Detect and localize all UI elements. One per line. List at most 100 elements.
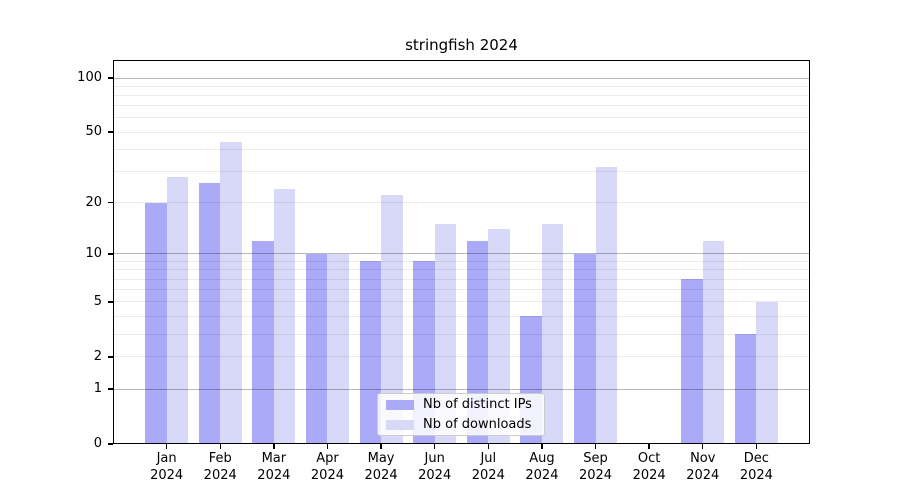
bar-may-distinct-ips	[359, 261, 382, 444]
gridline-major-100	[113, 77, 810, 79]
x-tick-month: Sep	[583, 451, 608, 466]
bar-mar-distinct-ips	[252, 240, 274, 444]
y-tick-label-100: 100	[77, 70, 102, 85]
legend-label-distinct-ips: Nb of distinct IPs	[423, 397, 532, 412]
legend-row-downloads: Nb of downloads	[386, 417, 536, 432]
plot-area	[113, 60, 810, 444]
x-tick-month: Mar	[261, 451, 287, 466]
gridline-minor-30	[113, 171, 810, 173]
gridline-minor-8	[113, 269, 810, 271]
bar-feb-distinct-ips	[198, 182, 221, 444]
x-tick-month: Jun	[424, 451, 445, 466]
x-tick-label-jun: Jun 2024	[403, 451, 467, 484]
bar-apr-distinct-ips	[305, 253, 328, 444]
y-tick-label-50: 50	[85, 124, 102, 140]
gridline-minor-6	[113, 289, 810, 291]
x-tick-year: 2024	[418, 467, 452, 483]
x-tick-year: 2024	[739, 467, 773, 483]
bar-jan-distinct-ips	[145, 202, 167, 444]
legend-swatch-downloads	[386, 419, 414, 430]
bar-jun-downloads	[434, 224, 457, 444]
x-tick-month: Aug	[529, 451, 555, 466]
gridline-minor-9	[113, 260, 810, 262]
x-tick-feb	[219, 444, 221, 449]
x-tick-month: Nov	[690, 451, 716, 466]
gridline-minor-4	[113, 315, 810, 317]
x-tick-month: Feb	[208, 451, 232, 466]
x-tick-apr	[326, 444, 329, 449]
x-tick-mar	[273, 444, 275, 449]
gridline-minor-50	[113, 131, 810, 133]
y-tick-label-10: 10	[85, 245, 102, 261]
legend-label-downloads: Nb of downloads	[423, 417, 532, 432]
bar-may-downloads	[381, 195, 403, 444]
x-tick-label-sep: Sep 2024	[564, 451, 628, 484]
y-tick-1	[108, 388, 113, 390]
x-tick-year: 2024	[686, 467, 720, 483]
chart-title: stringfish 2024	[405, 36, 518, 54]
y-tick-label-20: 20	[85, 194, 102, 210]
x-tick-label-nov: Nov 2024	[671, 451, 735, 484]
x-tick-label-jan: Jan 2024	[135, 451, 199, 484]
gridline-minor-40	[113, 148, 810, 150]
bar-jan-downloads	[166, 176, 189, 444]
gridline-minor-3	[113, 333, 810, 335]
y-tick-5	[108, 301, 113, 303]
gridline-major-10	[113, 253, 810, 255]
x-tick-month: Oct	[637, 451, 661, 466]
bar-dec-downloads	[756, 301, 778, 444]
x-tick-month: Jul	[480, 451, 497, 466]
x-tick-dec	[755, 444, 758, 449]
y-tick-label-0: 0	[93, 436, 102, 451]
y-tick-0	[108, 443, 113, 445]
legend: Nb of distinct IPs Nb of downloads	[377, 393, 545, 436]
gridline-minor-70	[113, 105, 810, 107]
x-tick-year: 2024	[632, 467, 666, 483]
x-tick-year: 2024	[203, 467, 237, 483]
x-tick-year: 2024	[525, 467, 559, 483]
gridline-minor-20	[113, 202, 810, 204]
y-tick-100	[108, 77, 113, 79]
gridline-minor-80	[113, 95, 810, 96]
bar-mar-downloads	[273, 188, 296, 444]
x-tick-aug	[541, 444, 543, 449]
bar-nov-distinct-ips	[681, 279, 703, 444]
y-tick-20	[108, 201, 113, 204]
legend-swatch-distinct-ips	[386, 399, 414, 410]
bar-jul-downloads	[488, 229, 510, 444]
x-tick-label-mar: Mar 2024	[242, 451, 306, 484]
gridline-minor-5	[113, 301, 810, 303]
x-tick-month: Dec	[743, 451, 769, 466]
x-tick-label-apr: Apr 2024	[295, 451, 359, 484]
y-tick-label-1: 1	[93, 381, 102, 397]
bar-aug-downloads	[541, 224, 564, 444]
bar-apr-downloads	[327, 253, 349, 444]
y-tick-10	[108, 253, 113, 255]
x-tick-month: May	[367, 451, 395, 466]
x-tick-may	[380, 444, 382, 449]
x-tick-label-jul: Jul 2024	[456, 451, 520, 484]
x-tick-year: 2024	[257, 467, 291, 483]
bar-feb-downloads	[220, 142, 242, 444]
x-tick-jan	[165, 444, 168, 449]
y-tick-label-2: 2	[93, 348, 102, 364]
x-tick-year: 2024	[471, 467, 505, 483]
x-tick-month: Jan	[156, 451, 177, 466]
y-tick-label-5: 5	[93, 293, 102, 309]
x-tick-nov	[702, 444, 704, 449]
x-tick-oct	[648, 444, 650, 449]
x-tick-year: 2024	[364, 467, 398, 483]
bar-sep-downloads	[595, 166, 618, 444]
x-tick-year: 2024	[310, 467, 344, 483]
legend-row-distinct-ips: Nb of distinct IPs	[386, 397, 536, 412]
x-tick-label-aug: Aug 2024	[510, 451, 574, 484]
x-tick-sep	[594, 444, 597, 449]
x-tick-jul	[487, 444, 489, 449]
gridline-minor-7	[113, 278, 810, 280]
bar-nov-downloads	[702, 240, 725, 444]
y-tick-2	[108, 356, 113, 358]
x-tick-year: 2024	[150, 467, 184, 483]
gridline-major-1	[113, 388, 810, 390]
x-tick-label-feb: Feb 2024	[188, 451, 252, 484]
